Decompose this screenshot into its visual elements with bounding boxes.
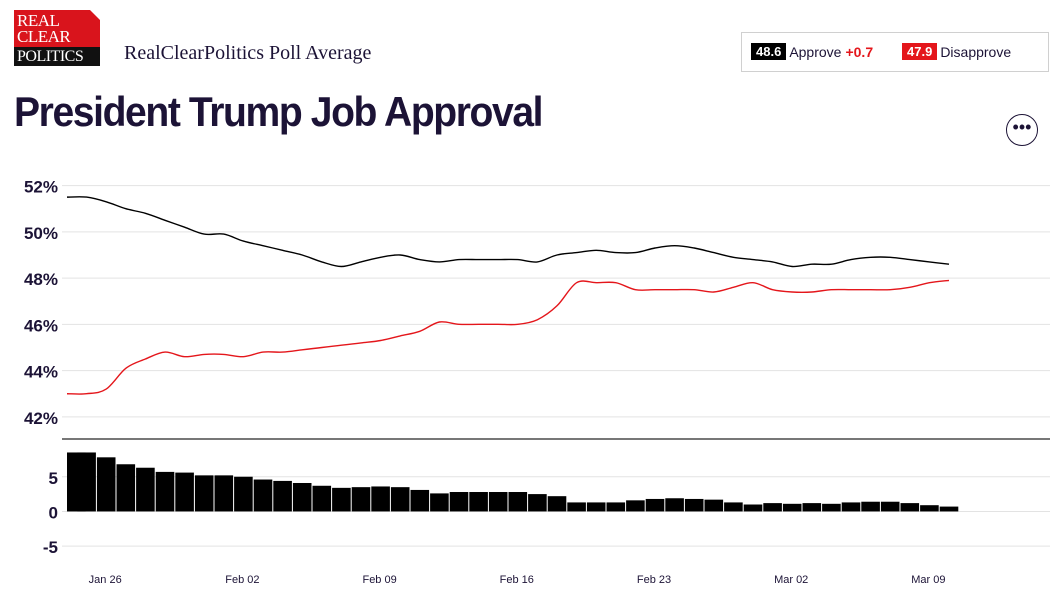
spread-bar: [782, 503, 802, 512]
logo-corner-fold: [90, 10, 100, 20]
spread-bar: [332, 487, 351, 512]
disapprove-series-line: [66, 279, 950, 395]
spread-bar: [508, 492, 528, 512]
page-subtitle: RealClearPolitics Poll Average: [124, 42, 372, 64]
spread-bar: [234, 476, 253, 512]
spread-bar: [900, 503, 920, 512]
spread-bar: [488, 492, 508, 512]
spread-bar: [626, 500, 645, 512]
spread-bar: [371, 486, 390, 512]
spread-bar: [77, 452, 96, 512]
approve-value-badge: 48.6: [751, 43, 787, 60]
x-tick-label: Feb 16: [500, 574, 534, 586]
spread-bar: [194, 475, 214, 512]
x-tick-label: Mar 02: [774, 574, 808, 586]
spread-bar: [802, 503, 822, 512]
legend-disapprove: 47.9 Disapprove: [902, 43, 1011, 60]
spread-bar: [724, 502, 743, 512]
spread-bar: [214, 475, 234, 512]
y-tick-label: 0: [49, 503, 58, 522]
approve-series-line: [66, 196, 950, 268]
spread-bar: [155, 471, 175, 512]
y-tick-label: 5: [49, 469, 58, 488]
logo-line-3: POLITICS: [14, 47, 100, 66]
y-tick-label: 52%: [24, 178, 58, 197]
y-tick-label: 50%: [24, 224, 58, 243]
spread-bar: [763, 503, 782, 512]
spread-bar: [547, 496, 567, 512]
approve-change: +0.7: [845, 43, 874, 60]
spread-bar: [939, 506, 959, 512]
x-tick-label: Jan 26: [89, 574, 122, 586]
spread-bar: [586, 502, 606, 512]
spread-bar: [116, 464, 136, 512]
spread-bar: [743, 504, 763, 512]
more-options-button[interactable]: •••: [1006, 114, 1038, 146]
spread-bar: [822, 503, 841, 512]
x-tick-label: Feb 09: [362, 574, 396, 586]
x-tick-label: Mar 09: [911, 574, 945, 586]
spread-bar: [410, 489, 430, 512]
spread-bar: [273, 480, 292, 512]
spread-bar: [96, 457, 116, 512]
spread-bar: [528, 494, 547, 512]
spread-bar: [253, 479, 273, 512]
disapprove-value-badge: 47.9: [902, 43, 938, 60]
spread-bar: [665, 498, 684, 512]
logo-line-2: CLEAR: [17, 27, 71, 46]
spread-bar: [606, 502, 626, 512]
x-tick-label: Feb 23: [637, 574, 671, 586]
spread-bar: [351, 487, 371, 512]
y-tick-label: 44%: [24, 363, 58, 382]
spread-bar: [430, 493, 449, 512]
spread-bar: [920, 505, 939, 512]
logo-line-1: REAL: [17, 11, 60, 30]
y-tick-label: 48%: [24, 270, 58, 289]
legend-approve: 48.6 Approve +0.7: [751, 43, 873, 60]
spread-bar: [449, 492, 469, 512]
spread-bar: [136, 467, 155, 512]
y-tick-label: 42%: [24, 409, 58, 428]
spread-bar: [861, 501, 880, 512]
spread-bar: [312, 485, 332, 512]
spread-bar: [390, 487, 410, 512]
spread-bar: [841, 502, 861, 512]
spread-bar: [469, 492, 488, 512]
spread-bar: [880, 501, 900, 512]
spread-bar: [645, 498, 665, 512]
legend-box: 48.6 Approve +0.7 47.9 Disapprove: [741, 32, 1049, 72]
y-tick-label: 46%: [24, 316, 58, 335]
spread-bar: [567, 502, 586, 512]
spread-bar: [175, 472, 194, 512]
spread-bar: [292, 482, 312, 512]
page-title: President Trump Job Approval: [14, 88, 544, 135]
spread-bar: [684, 498, 704, 512]
rcp-logo[interactable]: REAL CLEAR POLITICS: [14, 10, 100, 66]
spread-bar: [704, 499, 724, 512]
approve-label: Approve: [789, 43, 842, 60]
disapprove-label: Disapprove: [940, 43, 1012, 60]
ellipsis-icon: •••: [1012, 117, 1032, 137]
y-tick-label: -5: [43, 538, 58, 557]
x-tick-label: Feb 02: [225, 574, 259, 586]
